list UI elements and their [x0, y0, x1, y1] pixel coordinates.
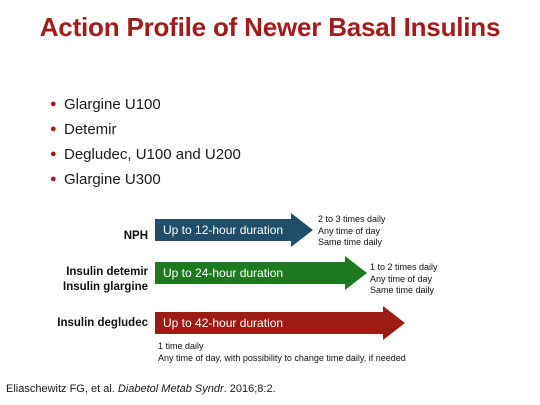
- bullet-item: ● Glargine U300: [50, 167, 241, 192]
- arrow-body: [155, 219, 292, 241]
- bullet-dot-icon: ●: [50, 173, 57, 185]
- row-notes-degludec: 1 time daily Any time of day, with possi…: [158, 341, 406, 364]
- citation-journal: Diabetol Metab Syndr: [117, 383, 224, 395]
- citation: Eliaschewitz FG, et al. Diabetol Metab S…: [6, 383, 276, 395]
- row-label-line: NPH: [123, 230, 148, 242]
- row-notes-detemir-glargine: 1 to 2 times daily Any time of day Same …: [370, 262, 438, 297]
- note-line: Same time daily: [370, 285, 435, 295]
- arrow-label: Up to 42-hour duration: [163, 316, 284, 330]
- bullet-text: Detemir: [64, 121, 117, 138]
- bullet-text: Glargine U300: [64, 171, 161, 188]
- arrow-head-icon: [291, 213, 313, 247]
- slide-title: Action Profile of Newer Basal Insulins: [39, 12, 501, 42]
- duration-arrow-detemir-glargine: Up to 24-hour duration: [155, 256, 367, 290]
- arrow-label: Up to 24-hour duration: [163, 266, 284, 280]
- bullet-list: ● Glargine U100 ● Detemir ● Degludec, U100 …: [50, 92, 241, 192]
- note-line: Any time of day: [370, 273, 433, 284]
- arrow-head-icon: [345, 256, 367, 290]
- note-line: 2 to 3 times daily: [318, 214, 386, 224]
- note-line: 1 time daily: [158, 341, 204, 351]
- row-label-detemir-glargine: Insulin detemir Insulin glargine: [63, 265, 148, 295]
- bullet-item: ● Detemir: [50, 117, 241, 142]
- note-line: Any time of day, with possibility to cha…: [158, 352, 406, 363]
- row-label-line: Insulin glargine: [63, 281, 148, 293]
- arrow-head-icon: [383, 306, 405, 340]
- bullet-text: Glargine U100: [64, 96, 161, 113]
- arrow-body: [155, 262, 346, 284]
- bullet-text: Degludec, U100 and U200: [64, 146, 241, 163]
- duration-arrow-nph: Up to 12-hour duration: [155, 213, 313, 247]
- arrow-body: [155, 312, 384, 334]
- note-line: Any time of day: [318, 225, 381, 236]
- citation-authors: Eliaschewitz FG, et al.: [6, 383, 118, 395]
- citation-details: . 2016;8:2.: [223, 383, 276, 395]
- bullet-item: ● Degludec, U100 and U200: [50, 142, 241, 167]
- row-label-line: Insulin degludec: [57, 317, 148, 329]
- row-label-nph: NPH: [124, 229, 148, 244]
- row-label-degludec: Insulin degludec: [57, 316, 148, 331]
- note-line: 1 to 2 times daily: [370, 262, 438, 272]
- row-notes-nph: 2 to 3 times daily Any time of day Same …: [318, 214, 386, 249]
- bullet-dot-icon: ●: [50, 98, 57, 110]
- arrow-label: Up to 12-hour duration: [163, 223, 284, 237]
- note-line: Same time daily: [318, 237, 383, 247]
- row-label-line: Insulin detemir: [66, 266, 148, 278]
- bullet-dot-icon: ●: [50, 148, 57, 160]
- bullet-item: ● Glargine U100: [50, 92, 241, 117]
- bullet-dot-icon: ●: [50, 123, 57, 135]
- duration-arrow-degludec: Up to 42-hour duration: [155, 306, 405, 340]
